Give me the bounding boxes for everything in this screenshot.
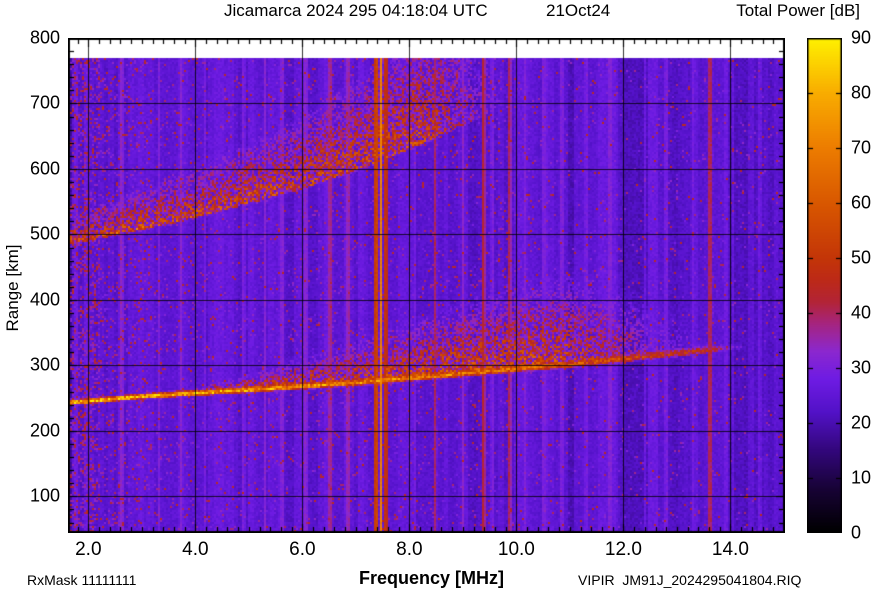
colorbar-tick-label: 60: [851, 192, 872, 213]
x-tick-label: 10.0: [497, 539, 535, 560]
y-tick-label: 800: [29, 27, 60, 48]
y-tick-label: 400: [29, 289, 60, 310]
x-axis-label: Frequency [MHz]: [359, 568, 505, 588]
colorbar-tick-label: 40: [851, 302, 872, 323]
y-tick-label: 700: [29, 92, 60, 113]
x-tick-label: 14.0: [711, 539, 749, 560]
x-tick-label: 4.0: [182, 539, 209, 560]
colorbar-tick-label: 10: [851, 467, 872, 488]
rxmask-text: RxMask 11111111: [27, 572, 137, 588]
x-tick-label: 6.0: [289, 539, 316, 560]
plot-title: Jicamarca 2024 295 04:18:04 UTC: [224, 1, 488, 20]
colorbar-tick-label: 50: [851, 247, 872, 268]
y-tick-label: 500: [29, 223, 60, 244]
colorbar-tick-label: 30: [851, 357, 872, 378]
colorbar-tick-label: 80: [851, 82, 872, 103]
y-axis-label: Range [km]: [3, 244, 22, 332]
y-tick-label: 100: [29, 485, 60, 506]
x-tick-label: 12.0: [604, 539, 642, 560]
plot-date: 21Oct24: [546, 1, 611, 20]
x-tick-label: 2.0: [75, 539, 102, 560]
ionogram-heatmap: [68, 38, 785, 533]
colorbar-tick-label: 0: [851, 522, 862, 543]
colorbar-tick-label: 90: [851, 27, 872, 48]
colorbar: [807, 38, 842, 533]
filename-text: VIPIR JM91J_2024295041804.RIQ: [578, 572, 802, 588]
colorbar-tick-label: 70: [851, 137, 872, 158]
y-tick-label: 300: [29, 354, 60, 375]
colorbar-tick-label: 20: [851, 412, 872, 433]
colorbar-title: Total Power [dB]: [736, 1, 860, 20]
y-tick-label: 600: [29, 158, 60, 179]
x-tick-label: 8.0: [396, 539, 423, 560]
y-tick-label: 200: [29, 420, 60, 441]
